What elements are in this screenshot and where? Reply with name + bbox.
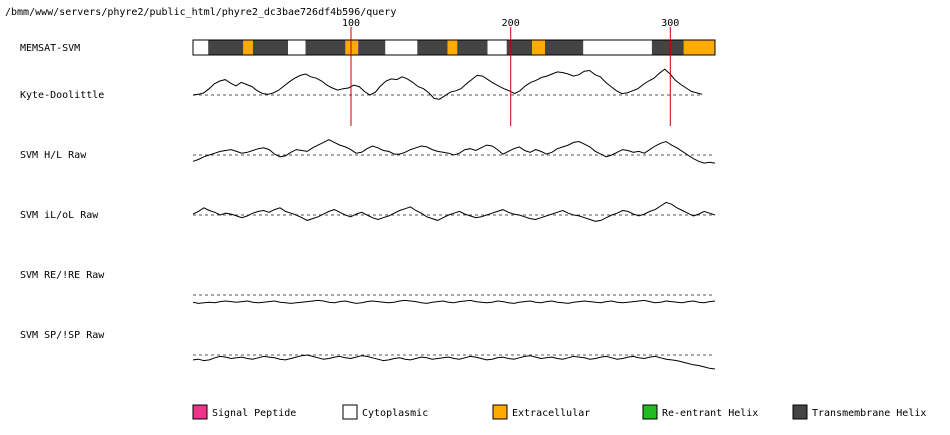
legend-swatch-signal-peptide <box>192 404 208 420</box>
memsat-segment-transmembrane <box>506 40 533 55</box>
track-label-memsat: MEMSAT-SVM <box>20 43 80 54</box>
memsat-segment-cytoplasmic <box>193 40 209 55</box>
legend-label-signal-peptide: Signal Peptide <box>212 408 296 419</box>
memsat-segment-transmembrane <box>305 40 346 55</box>
legend-label-cytoplasmic: Cytoplasmic <box>362 408 428 419</box>
memsat-segment-extracellular <box>447 40 458 55</box>
legend-swatch-reentrant-helix <box>642 404 658 420</box>
memsat-segment-transmembrane <box>545 40 584 55</box>
position-marker-label: 300 <box>661 18 679 29</box>
memsat-segment-transmembrane <box>358 40 386 55</box>
memsat-segment-cytoplasmic <box>583 40 652 55</box>
position-marker-label: 200 <box>502 18 520 29</box>
series-line-3 <box>192 201 716 222</box>
legend-swatch-transmembrane-helix <box>792 404 808 420</box>
memsat-segment-extracellular <box>345 40 359 55</box>
track-label-svm-hl: SVM H/L Raw <box>20 150 87 161</box>
legend-label-extracellular: Extracellular <box>512 408 590 419</box>
legend-swatch-cytoplasmic <box>342 404 358 420</box>
memsat-segment-transmembrane <box>417 40 448 55</box>
memsat-segment-transmembrane <box>208 40 244 55</box>
position-markers: 100 200 300 <box>342 18 679 126</box>
track-label-svm-re: SVM RE/!RE Raw <box>20 270 105 281</box>
series-line-4 <box>192 299 716 304</box>
track-label-svm-il-ol: SVM iL/oL Raw <box>20 210 99 221</box>
series-line-1 <box>192 68 703 100</box>
series-line-5 <box>192 354 716 370</box>
path-label: /bmm/www/servers/phyre2/public_html/phyr… <box>5 7 396 18</box>
track-label-kyte-doolittle: Kyte-Doolittle <box>20 90 104 101</box>
series-layer <box>192 68 716 370</box>
memsat-segment-extracellular <box>532 40 545 55</box>
memsat-segment-cytoplasmic <box>385 40 418 55</box>
memsat-segment-cytoplasmic <box>288 40 306 55</box>
memsat-topology-bar <box>192 39 716 56</box>
memsat-segment-transmembrane <box>457 40 488 55</box>
memsat-segment-extracellular <box>683 40 715 55</box>
memsat-bar-outline <box>192 39 716 56</box>
legend-swatch-extracellular <box>492 404 508 420</box>
memsat-segment-transmembrane <box>252 40 288 55</box>
series-line-2 <box>192 139 716 164</box>
legend: Signal Peptide Cytoplasmic Extracellular… <box>192 404 926 420</box>
legend-label-transmembrane-helix: Transmembrane Helix <box>812 408 926 419</box>
legend-label-reentrant-helix: Re-entrant Helix <box>662 408 758 419</box>
memsat-segment-cytoplasmic <box>487 40 507 55</box>
memsat-segment-transmembrane <box>651 40 684 55</box>
track-label-svm-sp: SVM SP/!SP Raw <box>20 330 105 341</box>
memsat-segment-extracellular <box>243 40 253 55</box>
position-marker-label: 100 <box>342 18 360 29</box>
